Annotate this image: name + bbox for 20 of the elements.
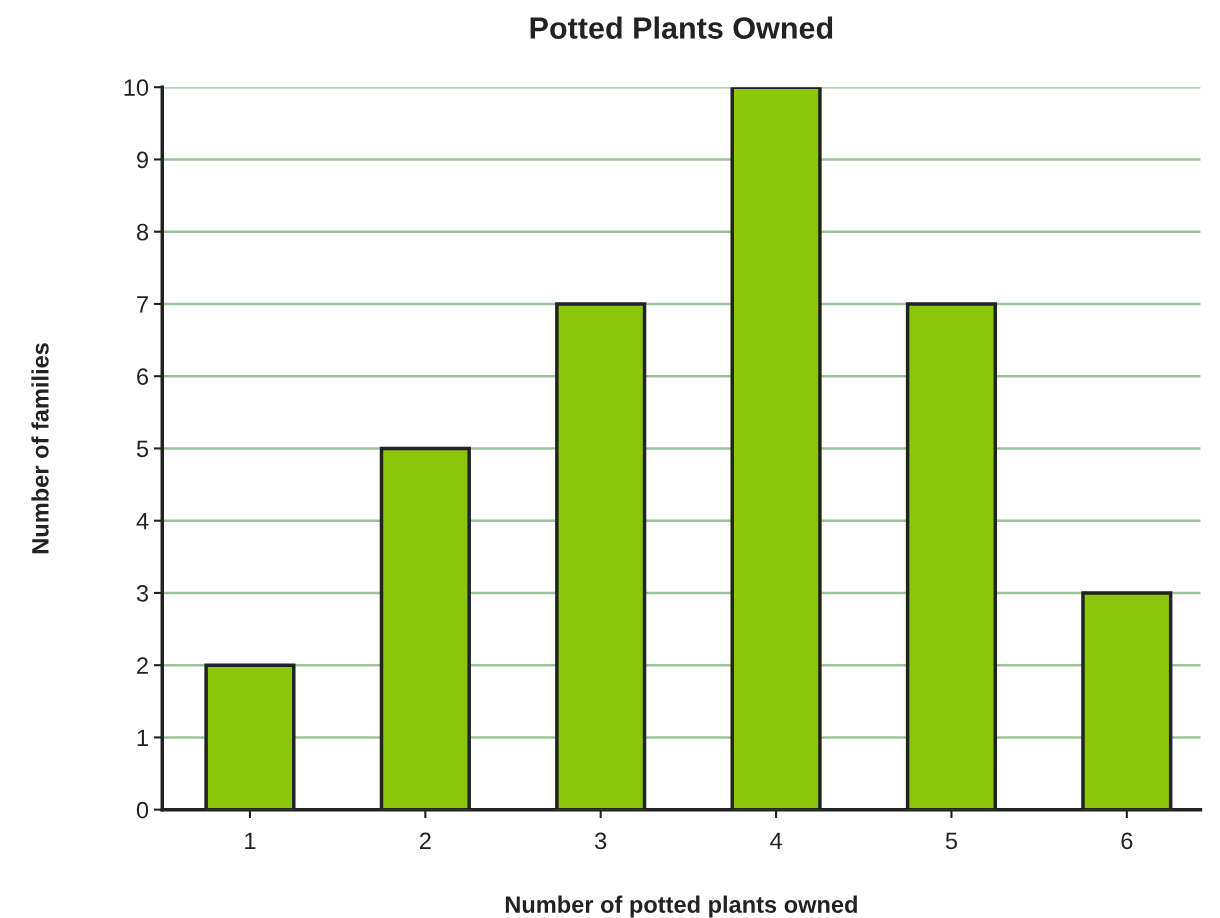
y-tick-label: 5 — [136, 440, 149, 458]
y-tick-label: 7 — [137, 296, 148, 313]
x-tick-label: 5 — [945, 832, 958, 850]
y-tick-label: 6 — [137, 368, 149, 385]
x-tick-label: 1 — [245, 832, 256, 850]
y-tick-label: 3 — [136, 585, 149, 602]
y-tick-label: 9 — [137, 151, 148, 169]
y-tick-label: 0 — [136, 801, 149, 819]
y-axis-title: Number of families — [31, 343, 49, 554]
chart-title: Potted Plants Owned — [530, 16, 833, 39]
y-tick-label: 8 — [136, 223, 149, 241]
x-tick-label: 3 — [595, 832, 607, 850]
y-tick-label: 4 — [136, 513, 149, 530]
y-tick-label: 2 — [137, 657, 148, 674]
x-tick-label: 6 — [1121, 832, 1133, 850]
x-tick-label: 4 — [770, 832, 782, 850]
x-tick-label: 2 — [419, 832, 431, 850]
y-tick-label: 1 — [137, 729, 148, 746]
x-axis-title: Number of potted plants owned — [505, 895, 857, 918]
y-tick-label: 10 — [124, 79, 149, 96]
